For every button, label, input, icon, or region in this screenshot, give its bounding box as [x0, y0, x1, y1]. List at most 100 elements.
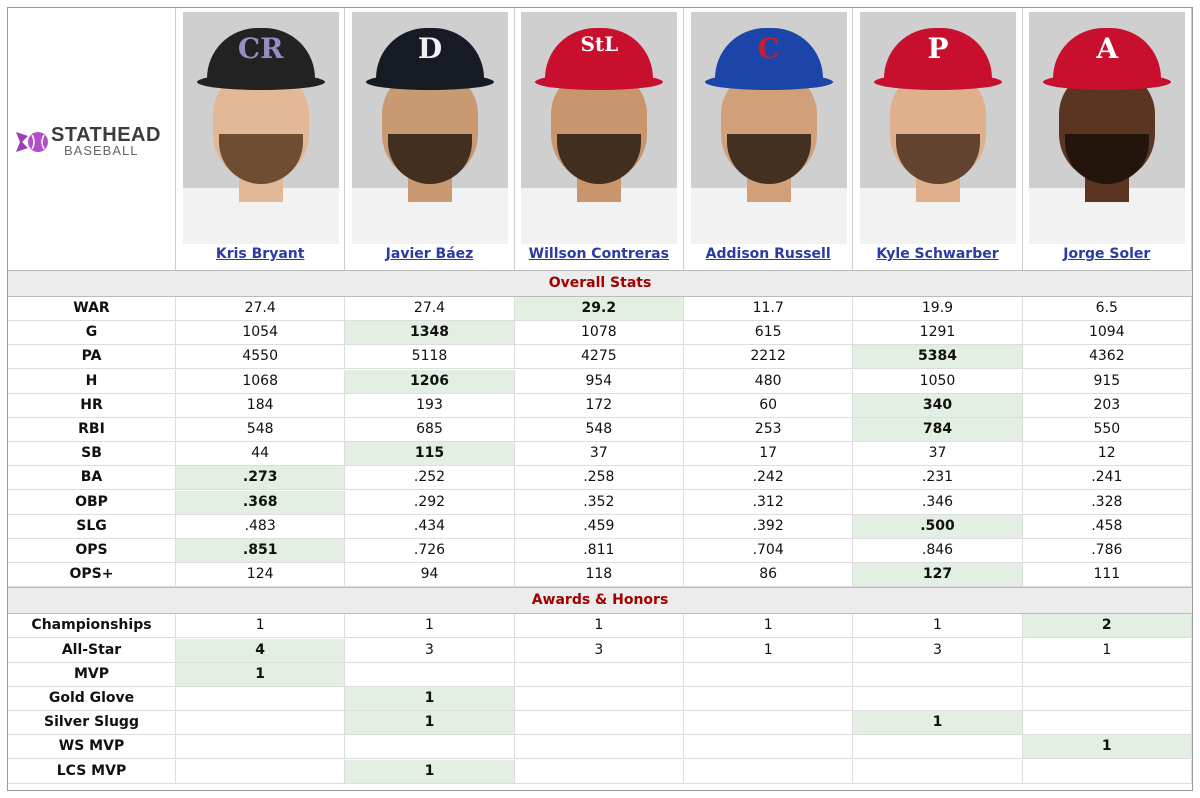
stat-label: RBI [8, 418, 176, 441]
stat-cell: 1 [1023, 638, 1192, 662]
stat-row: HR 184 193 172 60 340 203 [8, 393, 1192, 418]
stat-label: H [8, 369, 176, 393]
stat-cell: 340 [853, 393, 1023, 417]
cap-brim [365, 74, 494, 90]
beard [895, 134, 980, 184]
stat-cell: .500 [853, 514, 1023, 538]
stat-cell: 1050 [853, 369, 1023, 393]
stat-cell: 44 [176, 442, 346, 466]
stat-cell [853, 759, 1023, 783]
stat-cell: 29.2 [514, 297, 684, 320]
stat-cell: 1291 [853, 321, 1023, 345]
stat-row: LCS MVP 1 [8, 759, 1192, 784]
player-column: C Addison Russell [684, 8, 854, 270]
stat-row: H 1068 1206 954 480 1050 915 [8, 369, 1192, 394]
stat-cell: 4362 [1023, 345, 1192, 369]
beard [557, 134, 642, 184]
stat-cell: 203 [1023, 393, 1192, 417]
stat-cell [176, 759, 346, 783]
stat-cell [515, 662, 684, 686]
stat-cell: .328 [1023, 490, 1192, 514]
stat-cell [345, 662, 515, 686]
stat-cell: 1078 [515, 321, 684, 345]
player-name-link[interactable]: Jorge Soler [1063, 246, 1151, 262]
stathead-logo[interactable]: STATHEAD BASEBALL [14, 124, 174, 160]
cap-brim [535, 74, 664, 90]
stat-cell [1023, 662, 1192, 686]
stat-label: OBP [8, 490, 176, 514]
stat-row: SB 44 115 37 17 37 12 [8, 442, 1192, 467]
cap-logo: D [417, 32, 443, 65]
stat-row: OPS+ 124 94 118 86 127 111 [8, 563, 1192, 588]
player-name-link[interactable]: Addison Russell [705, 246, 831, 262]
stat-cell: .786 [1023, 539, 1192, 562]
stat-cell: 1206 [345, 369, 515, 393]
stat-cell: 1 [345, 614, 515, 638]
stat-row: G 1054 1348 1078 615 1291 1094 [8, 321, 1192, 346]
player-headshot: StL [521, 12, 678, 244]
cap-brim [196, 74, 325, 90]
stat-cell: 12 [1023, 442, 1192, 466]
player-name-link[interactable]: Willson Contreras [528, 246, 669, 262]
stat-label: HR [8, 393, 176, 417]
player-name-link[interactable]: Kyle Schwarber [876, 246, 999, 262]
player-column: D Javier Báez [345, 8, 515, 270]
stat-cell: 2 [1022, 614, 1192, 638]
player-header-row: STATHEAD BASEBALL CR Kris Bryant D Javier B… [8, 8, 1192, 271]
stat-cell: 124 [176, 563, 346, 587]
stat-cell: 550 [1023, 418, 1192, 441]
stat-cell: .434 [345, 514, 515, 538]
stat-cell [1023, 687, 1192, 710]
stat-cell: 615 [684, 321, 854, 345]
stat-cell: .704 [684, 539, 854, 562]
stat-row: Silver Slugg 1 1 [8, 711, 1192, 736]
stat-cell: 1054 [176, 321, 346, 345]
stat-label: SB [8, 442, 176, 466]
stat-cell [853, 687, 1023, 710]
player-name-link[interactable]: Kris Bryant [215, 246, 305, 262]
stat-cell: 115 [345, 442, 515, 466]
logo-subword: BASEBALL [64, 143, 139, 158]
stat-cell: 1348 [345, 321, 515, 345]
stat-label: Championships [8, 614, 176, 638]
stat-cell: .252 [345, 466, 515, 490]
player-column: StL Willson Contreras [515, 8, 684, 270]
stat-cell [515, 759, 684, 783]
stat-row: MVP 1 [8, 662, 1192, 687]
stat-cell: 1094 [1023, 321, 1192, 345]
stat-cell: .726 [345, 539, 515, 562]
stat-label: All-Star [8, 638, 176, 662]
stat-label: SLG [8, 514, 176, 538]
beard [726, 134, 811, 184]
stat-cell [684, 687, 854, 710]
stat-cell: 1 [684, 638, 854, 662]
stat-cell [176, 687, 346, 710]
stat-cell [515, 735, 684, 759]
stat-cell: 915 [1023, 369, 1192, 393]
stat-label: BA [8, 466, 176, 490]
stat-cell: 1 [1022, 735, 1192, 759]
stat-row: WAR 27.4 27.4 29.2 11.7 19.9 6.5 [8, 297, 1192, 321]
stat-cell [1023, 759, 1192, 783]
stat-cell: 184 [176, 393, 346, 417]
stat-cell [1023, 711, 1192, 735]
stat-cell [853, 735, 1023, 759]
cap-logo: CR [237, 32, 284, 65]
stat-cell: 3 [853, 638, 1023, 662]
stat-cell: .346 [853, 490, 1023, 514]
stat-row: RBI 548 685 548 253 784 550 [8, 418, 1192, 442]
stat-cell: 37 [515, 442, 684, 466]
stat-cell: 127 [853, 563, 1023, 587]
player-headshot: C [690, 12, 847, 244]
stat-cell: 954 [515, 369, 684, 393]
beard [387, 134, 472, 184]
stat-cell: .846 [853, 539, 1023, 562]
stat-label: OPS+ [8, 563, 176, 587]
player-name-link[interactable]: Javier Báez [385, 246, 474, 262]
player-column: A Jorge Soler [1023, 8, 1192, 270]
cap-logo: StL [580, 32, 619, 56]
stat-row: PA 4550 5118 4275 2212 5384 4362 [8, 345, 1192, 370]
cap-logo: P [927, 32, 949, 65]
stat-row: All-Star 4 3 3 1 3 1 [8, 638, 1192, 663]
beard [1065, 134, 1150, 184]
